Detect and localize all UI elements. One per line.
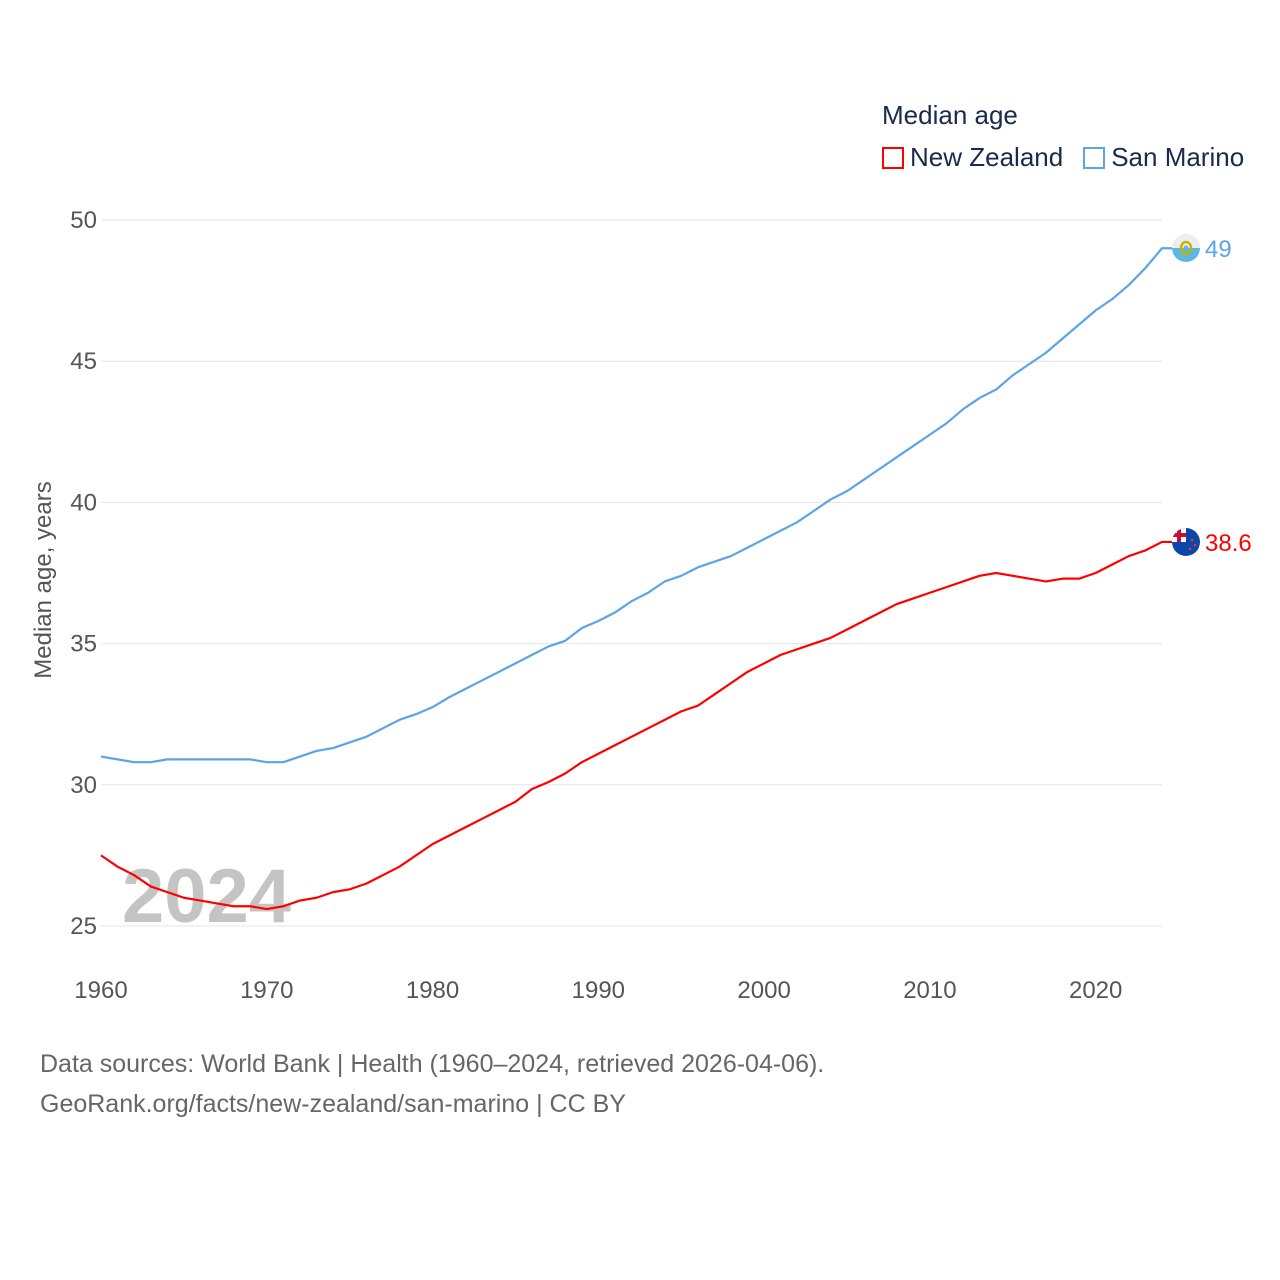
y-tick-label: 50 xyxy=(70,207,97,234)
data-sources: Data sources: World Bank | Health (1960–… xyxy=(40,1050,825,1078)
legend-label: San Marino xyxy=(1111,142,1245,172)
legend-swatch xyxy=(1083,146,1106,169)
end-value-label: 49 xyxy=(1205,236,1232,263)
series-line-san-marino xyxy=(100,247,1172,764)
x-tick-label: 2000 xyxy=(737,977,790,1004)
san-marino-flag-icon xyxy=(1172,234,1200,262)
y-tick-label: 40 xyxy=(70,489,97,516)
year-watermark: 2024 xyxy=(122,854,291,939)
x-tick-label: 1990 xyxy=(572,977,625,1004)
footer: Data sources: World Bank | Health (1960–… xyxy=(40,1044,824,1124)
y-tick-label: 25 xyxy=(70,913,97,940)
source-link[interactable]: GeoRank.org/facts/new-zealand/san-marino… xyxy=(40,1090,626,1118)
y-tick-label: 30 xyxy=(70,772,97,799)
x-tick-label: 1960 xyxy=(74,977,127,1004)
legend-item-san-marino[interactable]: San Marino xyxy=(1083,142,1244,173)
y-tick-label: 45 xyxy=(70,348,97,375)
x-tick-label: 2010 xyxy=(903,977,956,1004)
legend: New Zealand San Marino xyxy=(882,142,1244,173)
x-tick-label: 2020 xyxy=(1069,977,1122,1004)
x-tick-label: 1970 xyxy=(240,977,293,1004)
series-line-new-zealand xyxy=(100,540,1172,911)
legend-item-new-zealand[interactable]: New Zealand xyxy=(882,142,1063,173)
new-zealand-flag-icon xyxy=(1172,528,1200,556)
x-tick-label: 1980 xyxy=(406,977,459,1004)
y-tick-label: 35 xyxy=(70,631,97,658)
legend-swatch xyxy=(882,146,904,169)
end-value-label: 38.6 xyxy=(1205,530,1252,557)
legend-label: New Zealand xyxy=(910,142,1064,172)
legend-title: Median age xyxy=(882,100,1018,130)
y-axis-label: Median age, years xyxy=(30,481,57,678)
